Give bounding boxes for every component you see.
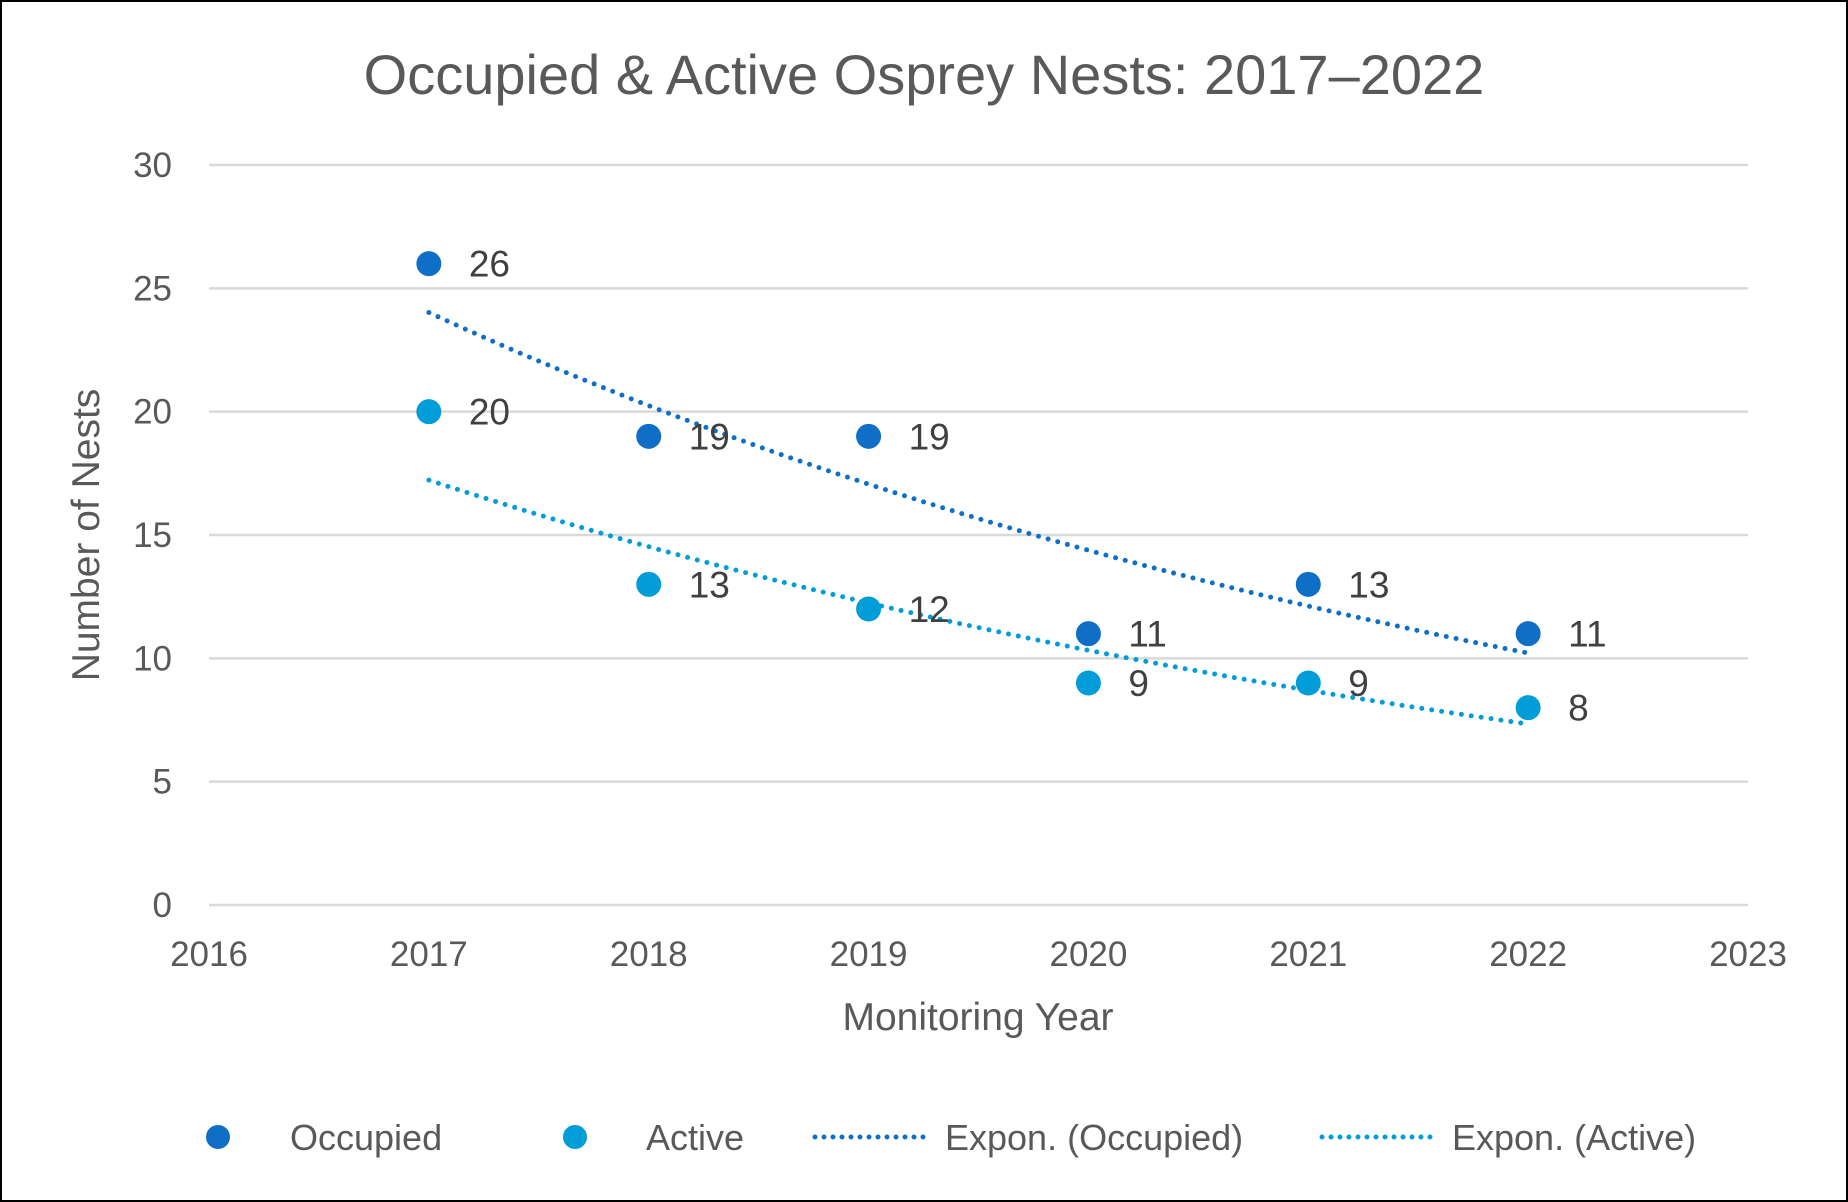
legend-label-expon-active: Expon. (Active): [1452, 1117, 1696, 1158]
y-tick-label: 25: [133, 269, 172, 308]
x-tick-label: 2019: [830, 935, 908, 974]
data-label-active: 12: [909, 589, 950, 630]
point-occupied: [636, 423, 662, 449]
point-occupied: [416, 251, 442, 277]
data-label-occupied: 19: [909, 416, 950, 457]
legend-marker-occupied: [206, 1125, 230, 1149]
data-label-occupied: 13: [1348, 564, 1389, 605]
point-active: [1075, 670, 1101, 696]
legend-marker-active: [563, 1125, 587, 1149]
x-tick-label: 2020: [1049, 935, 1127, 974]
data-label-active: 8: [1568, 688, 1589, 729]
legend: Occupied Active Expon. (Occupied) Expon.…: [206, 1117, 1696, 1158]
legend-label-occupied: Occupied: [290, 1117, 442, 1158]
data-label-active: 9: [1128, 663, 1149, 704]
data-label-occupied: 26: [469, 244, 510, 285]
y-tick-label: 20: [133, 393, 172, 432]
point-occupied: [1295, 571, 1321, 597]
chart-title: Occupied & Active Osprey Nests: 2017–202…: [364, 43, 1485, 106]
data-label-occupied: 19: [689, 416, 730, 457]
y-tick-label: 30: [133, 146, 172, 185]
point-active: [856, 596, 882, 622]
trendline-active: [426, 477, 1531, 727]
x-tick-label: 2023: [1709, 935, 1787, 974]
point-occupied: [856, 423, 882, 449]
data-label-active: 13: [689, 564, 730, 605]
legend-label-expon-occupied: Expon. (Occupied): [945, 1117, 1243, 1158]
x-axis-label: Monitoring Year: [842, 996, 1113, 1039]
legend-label-active: Active: [646, 1117, 744, 1158]
x-tick-label: 2018: [610, 935, 688, 974]
x-tick-label: 2022: [1489, 935, 1567, 974]
point-active: [636, 571, 662, 597]
point-occupied: [1515, 621, 1541, 647]
x-tick-label: 2017: [390, 935, 468, 974]
point-occupied: [1075, 621, 1101, 647]
data-label-active: 9: [1348, 663, 1369, 704]
data-label-occupied: 11: [1128, 614, 1166, 655]
y-tick-label: 5: [153, 763, 172, 802]
point-active: [1515, 695, 1541, 721]
data-label-active: 20: [469, 392, 510, 433]
y-tick-label: 10: [133, 639, 172, 678]
x-tick-label: 2021: [1269, 935, 1347, 974]
y-tick-label: 15: [133, 516, 172, 555]
y-axis-label: Number of Nests: [65, 389, 108, 682]
point-active: [416, 399, 442, 425]
trendline-occupied: [426, 310, 1531, 656]
point-active: [1295, 670, 1321, 696]
y-tick-label: 0: [153, 886, 172, 925]
x-tick-label: 2016: [170, 935, 248, 974]
data-label-occupied: 11: [1568, 614, 1606, 655]
